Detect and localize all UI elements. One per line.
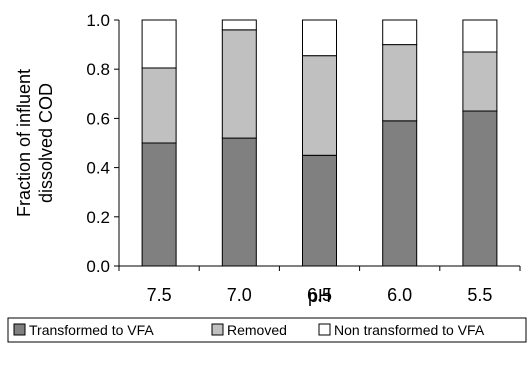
- legend-box: [7, 317, 527, 343]
- x-tick-labels: 7.5 7.0 6.5 6.0 5.5: [147, 285, 493, 305]
- legend-swatch-2: [211, 323, 224, 336]
- bar-segment-3-cat-3: [302, 19, 337, 57]
- y-tick-label-2: 0.2: [86, 208, 110, 227]
- x-tick-label-5: 5.5: [467, 285, 492, 305]
- legend-swatch-3: [318, 323, 331, 336]
- x-tick-label-2: 7.0: [227, 285, 252, 305]
- bar-segment-3-cat-5: [462, 19, 498, 53]
- legend-swatch-1: [13, 323, 26, 336]
- axes-group: [114, 19, 521, 271]
- bar-segment-1-cat-2: [221, 137, 257, 267]
- legend-label-3: Non transformed to VFA: [334, 322, 485, 338]
- bar-segment-1-cat-3: [302, 154, 337, 267]
- bar-segment-3-cat-4: [382, 19, 418, 46]
- bar-segment-1-cat-4: [382, 120, 418, 267]
- legend-label-1: Transformed to VFA: [29, 322, 154, 338]
- x-tick-label-1: 7.5: [147, 285, 172, 305]
- bar-segment-1-cat-5: [462, 110, 498, 267]
- bar-segment-2-cat-1: [141, 67, 177, 144]
- bar-segment-1-cat-1: [141, 142, 177, 267]
- bar-segment-3-cat-1: [141, 19, 177, 69]
- x-tick-label-4: 6.0: [387, 285, 412, 305]
- y-tick-label-1: 0.0: [86, 257, 110, 276]
- y-tick-labels: 0.0 0.2 0.4 0.6 0.8 1.0: [86, 11, 110, 276]
- y-axis-title-line-2: dissolved COD: [36, 83, 56, 203]
- bars-group: [141, 19, 498, 267]
- y-axis-title-line-1: Fraction of influent: [14, 69, 34, 217]
- y-tick-label-3: 0.4: [86, 159, 110, 178]
- legend: Transformed to VFA Removed Non transformed…: [7, 317, 527, 343]
- bar-segment-2-cat-2: [221, 29, 257, 139]
- y-tick-label-6: 1.0: [86, 11, 110, 30]
- x-axis-title: pH: [308, 286, 331, 306]
- y-tick-label-4: 0.6: [86, 109, 110, 128]
- x-tick-label-3: 6.5: [307, 285, 332, 305]
- bar-segment-2-cat-5: [462, 51, 498, 112]
- bar-segment-2-cat-3: [302, 55, 337, 156]
- y-tick-label-5: 0.8: [86, 60, 110, 79]
- y-axis-title: Fraction of influent dissolved COD: [14, 69, 56, 217]
- bar-segment-3-cat-2: [221, 19, 257, 31]
- bar-segment-2-cat-4: [382, 44, 418, 122]
- legend-label-2: Removed: [227, 322, 287, 338]
